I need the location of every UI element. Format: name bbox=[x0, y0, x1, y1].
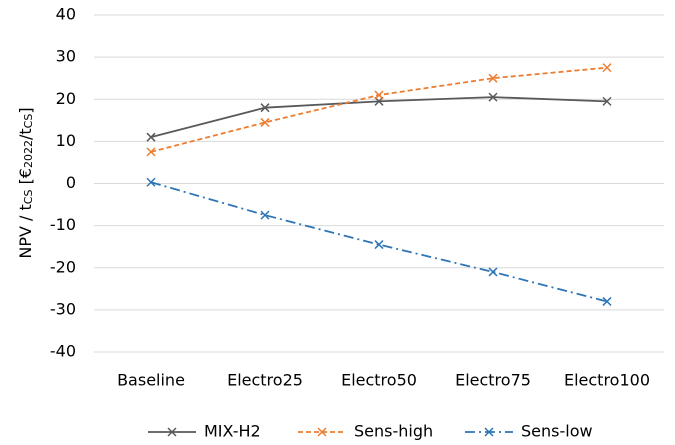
x-tick-label: Electro50 bbox=[341, 371, 417, 390]
legend-marker bbox=[484, 427, 494, 437]
marker bbox=[374, 240, 384, 250]
y-tick-label: 30 bbox=[56, 47, 76, 66]
legend-label: MIX-H2 bbox=[204, 422, 261, 441]
legend-label: Sens-high bbox=[354, 422, 433, 441]
y-tick-label: -30 bbox=[50, 299, 76, 318]
x-tick-label: Electro75 bbox=[455, 371, 531, 390]
y-tick-label: -40 bbox=[50, 342, 76, 361]
y-tick-label: 10 bbox=[56, 131, 76, 150]
y-axis-label: NPV / tCS [€2022/tCS] bbox=[16, 107, 35, 258]
series-line bbox=[150, 181, 608, 303]
series-line bbox=[150, 96, 608, 139]
series-line bbox=[150, 66, 608, 153]
marker bbox=[602, 63, 612, 73]
marker bbox=[146, 147, 156, 157]
y-label-subscript: CS bbox=[22, 114, 35, 129]
y-label-part: [€ bbox=[16, 168, 35, 190]
marker bbox=[260, 103, 270, 113]
marker bbox=[488, 73, 498, 83]
x-tick-label: Electro25 bbox=[227, 371, 303, 390]
y-label-part: /t bbox=[16, 128, 35, 140]
marker bbox=[488, 267, 498, 277]
y-tick-label: -10 bbox=[50, 215, 76, 234]
x-tick-label: Electro100 bbox=[564, 371, 650, 390]
y-label-subscript: 2022 bbox=[22, 140, 35, 168]
x-tick-label: Baseline bbox=[117, 371, 185, 390]
marker bbox=[146, 132, 156, 142]
marker bbox=[260, 210, 270, 220]
marker bbox=[602, 296, 612, 306]
marker bbox=[602, 96, 612, 106]
legend-label: Sens-low bbox=[521, 422, 593, 441]
marker bbox=[260, 117, 270, 127]
y-tick-label: 0 bbox=[66, 173, 76, 192]
legend-marker bbox=[317, 427, 327, 437]
marker bbox=[146, 177, 156, 187]
y-tick-label: 40 bbox=[56, 5, 76, 24]
y-tick-label: 20 bbox=[56, 89, 76, 108]
y-tick-label: -20 bbox=[50, 257, 76, 276]
legend-marker bbox=[167, 427, 177, 437]
y-label-part: ] bbox=[16, 107, 35, 113]
y-label-part: NPV / t bbox=[16, 204, 35, 258]
y-label-subscript: CS bbox=[22, 190, 35, 205]
marker bbox=[374, 90, 384, 100]
marker bbox=[488, 92, 498, 102]
